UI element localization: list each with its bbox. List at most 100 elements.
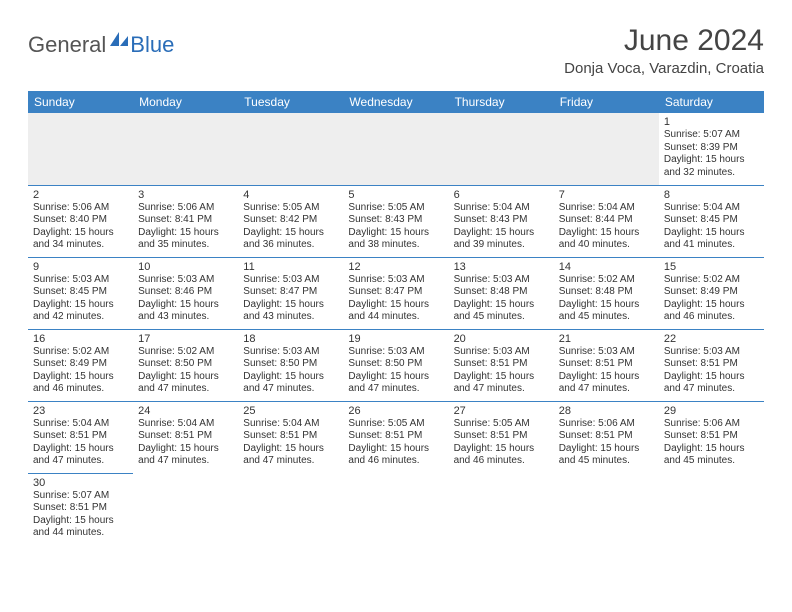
page-title: June 2024 (564, 24, 764, 58)
day-info-line: Daylight: 15 hours (33, 515, 128, 528)
calendar-cell: 7Sunrise: 5:04 AMSunset: 8:44 PMDaylight… (554, 185, 659, 257)
day-info-line: Daylight: 15 hours (138, 371, 233, 384)
calendar-cell (238, 473, 343, 545)
day-info-line: and 34 minutes. (33, 239, 128, 252)
calendar-cell: 24Sunrise: 5:04 AMSunset: 8:51 PMDayligh… (133, 401, 238, 473)
day-info-line: Sunrise: 5:03 AM (454, 346, 549, 359)
day-info-line: and 47 minutes. (138, 455, 233, 468)
day-info-line: Daylight: 15 hours (243, 299, 338, 312)
day-info-line: Sunrise: 5:05 AM (243, 202, 338, 215)
day-info-line: Daylight: 15 hours (664, 443, 759, 456)
calendar-header-row: Sunday Monday Tuesday Wednesday Thursday… (28, 91, 764, 113)
day-info-line: Sunrise: 5:06 AM (664, 418, 759, 431)
calendar-cell: 30Sunrise: 5:07 AMSunset: 8:51 PMDayligh… (28, 473, 133, 545)
day-info-line: and 43 minutes. (138, 311, 233, 324)
day-info-line: Sunrise: 5:06 AM (559, 418, 654, 431)
calendar-cell (554, 113, 659, 185)
calendar-cell: 15Sunrise: 5:02 AMSunset: 8:49 PMDayligh… (659, 257, 764, 329)
day-info-line: and 40 minutes. (559, 239, 654, 252)
calendar-week-row: 23Sunrise: 5:04 AMSunset: 8:51 PMDayligh… (28, 401, 764, 473)
day-number: 7 (559, 189, 654, 201)
day-info-line: and 44 minutes. (348, 311, 443, 324)
day-info-line: Sunset: 8:48 PM (559, 286, 654, 299)
calendar-week-row: 9Sunrise: 5:03 AMSunset: 8:45 PMDaylight… (28, 257, 764, 329)
day-number: 4 (243, 189, 338, 201)
day-info-line: and 47 minutes. (33, 455, 128, 468)
logo: General Blue (28, 32, 174, 58)
day-info-line: Daylight: 15 hours (559, 371, 654, 384)
day-info-line: Sunset: 8:45 PM (664, 214, 759, 227)
logo-sail-icon (110, 32, 128, 46)
day-number: 12 (348, 261, 443, 273)
day-info-line: Sunset: 8:47 PM (348, 286, 443, 299)
day-info-line: Daylight: 15 hours (559, 299, 654, 312)
day-info-line: Sunset: 8:43 PM (348, 214, 443, 227)
day-info-line: and 47 minutes. (454, 383, 549, 396)
day-info-line: Daylight: 15 hours (33, 371, 128, 384)
day-info-line: and 44 minutes. (33, 527, 128, 540)
day-info-line: Sunset: 8:41 PM (138, 214, 233, 227)
day-info-line: and 45 minutes. (664, 455, 759, 468)
day-info-line: and 46 minutes. (348, 455, 443, 468)
calendar-cell: 2Sunrise: 5:06 AMSunset: 8:40 PMDaylight… (28, 185, 133, 257)
day-info-line: and 39 minutes. (454, 239, 549, 252)
day-info-line: Sunset: 8:50 PM (243, 358, 338, 371)
calendar-cell: 29Sunrise: 5:06 AMSunset: 8:51 PMDayligh… (659, 401, 764, 473)
day-info-line: Sunrise: 5:05 AM (454, 418, 549, 431)
day-info-line: Daylight: 15 hours (664, 371, 759, 384)
day-info-line: Sunrise: 5:04 AM (454, 202, 549, 215)
day-number: 18 (243, 333, 338, 345)
day-info-line: and 38 minutes. (348, 239, 443, 252)
day-info-line: Sunrise: 5:03 AM (348, 346, 443, 359)
day-info-line: Sunset: 8:51 PM (454, 430, 549, 443)
calendar-cell (28, 113, 133, 185)
day-info-line: Sunset: 8:42 PM (243, 214, 338, 227)
day-number: 10 (138, 261, 233, 273)
day-info-line: Daylight: 15 hours (243, 227, 338, 240)
calendar-cell (133, 113, 238, 185)
day-number: 20 (454, 333, 549, 345)
day-number: 22 (664, 333, 759, 345)
day-number: 11 (243, 261, 338, 273)
calendar-week-row: 30Sunrise: 5:07 AMSunset: 8:51 PMDayligh… (28, 473, 764, 545)
day-number: 29 (664, 405, 759, 417)
day-info-line: Sunset: 8:51 PM (138, 430, 233, 443)
day-info-line: and 46 minutes. (454, 455, 549, 468)
day-info-line: Sunrise: 5:04 AM (243, 418, 338, 431)
day-info-line: Daylight: 15 hours (664, 227, 759, 240)
calendar-cell: 28Sunrise: 5:06 AMSunset: 8:51 PMDayligh… (554, 401, 659, 473)
calendar-cell (133, 473, 238, 545)
day-number: 2 (33, 189, 128, 201)
day-number: 5 (348, 189, 443, 201)
day-info-line: Daylight: 15 hours (243, 371, 338, 384)
day-info-line: Sunset: 8:51 PM (243, 430, 338, 443)
calendar-cell: 11Sunrise: 5:03 AMSunset: 8:47 PMDayligh… (238, 257, 343, 329)
calendar-cell: 8Sunrise: 5:04 AMSunset: 8:45 PMDaylight… (659, 185, 764, 257)
day-info-line: Sunset: 8:39 PM (664, 142, 759, 155)
calendar-cell: 21Sunrise: 5:03 AMSunset: 8:51 PMDayligh… (554, 329, 659, 401)
day-info-line: and 45 minutes. (559, 455, 654, 468)
day-info-line: and 47 minutes. (559, 383, 654, 396)
calendar-cell: 4Sunrise: 5:05 AMSunset: 8:42 PMDaylight… (238, 185, 343, 257)
day-number: 19 (348, 333, 443, 345)
day-info-line: Sunrise: 5:03 AM (664, 346, 759, 359)
day-info-line: Sunset: 8:51 PM (559, 430, 654, 443)
calendar-cell: 26Sunrise: 5:05 AMSunset: 8:51 PMDayligh… (343, 401, 448, 473)
day-info-line: and 36 minutes. (243, 239, 338, 252)
day-info-line: Sunrise: 5:03 AM (243, 274, 338, 287)
day-info-line: Daylight: 15 hours (348, 227, 443, 240)
calendar-week-row: 16Sunrise: 5:02 AMSunset: 8:49 PMDayligh… (28, 329, 764, 401)
day-info-line: and 35 minutes. (138, 239, 233, 252)
day-number: 8 (664, 189, 759, 201)
day-info-line: Daylight: 15 hours (348, 443, 443, 456)
calendar-cell: 6Sunrise: 5:04 AMSunset: 8:43 PMDaylight… (449, 185, 554, 257)
day-info-line: Sunrise: 5:02 AM (33, 346, 128, 359)
day-header: Saturday (659, 91, 764, 113)
day-header: Tuesday (238, 91, 343, 113)
header: General Blue June 2024 Donja Voca, Varaz… (28, 24, 764, 77)
day-info-line: Daylight: 15 hours (348, 371, 443, 384)
day-info-line: Daylight: 15 hours (138, 299, 233, 312)
calendar-cell: 23Sunrise: 5:04 AMSunset: 8:51 PMDayligh… (28, 401, 133, 473)
day-info-line: and 47 minutes. (348, 383, 443, 396)
day-info-line: Sunset: 8:51 PM (348, 430, 443, 443)
